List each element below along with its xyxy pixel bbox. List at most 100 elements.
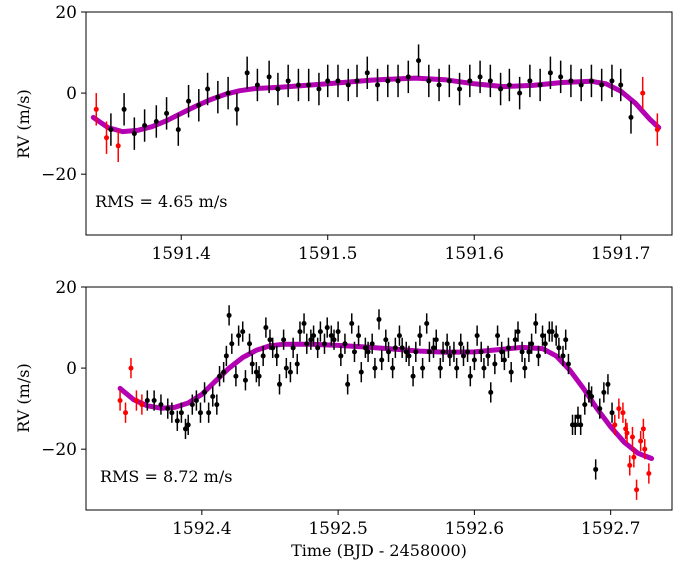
rv-data-point: [410, 366, 416, 387]
rv-data-point: [618, 68, 624, 102]
rv-data-point: [164, 97, 170, 130]
rv-data-point: [297, 321, 303, 342]
rv-data-point: [217, 366, 223, 387]
rv-data-point: [609, 64, 615, 98]
x-tick-label: 1592.6: [445, 519, 504, 539]
rv-data-point: [254, 68, 260, 102]
rv-data-point: [267, 329, 273, 350]
rv-data-point: [433, 329, 439, 350]
rv-data-point: [386, 341, 392, 363]
rv-data-point: [379, 349, 385, 371]
rv-data-point: [390, 357, 396, 379]
rv-data-point: [578, 68, 584, 102]
rv-data-point: [395, 64, 401, 98]
rv-data-point: [331, 329, 337, 350]
rv-data-point: [512, 329, 518, 350]
rv-data-point: [605, 374, 611, 395]
rv-data-point: [547, 56, 553, 90]
rv-data-point: [588, 64, 594, 98]
rv-data-point: [553, 325, 559, 346]
y-tick-label: −20: [41, 165, 77, 185]
rv-data-point: [351, 341, 357, 363]
rv-data-point: [202, 382, 208, 403]
rv-data-point: [474, 325, 480, 346]
rv-data-point: [582, 394, 588, 415]
rv-data-point: [131, 117, 137, 150]
rv-data-point: [517, 76, 523, 110]
rv-data-point: [369, 333, 375, 354]
rv-data-point: [185, 414, 191, 435]
rv-data-point: [317, 321, 323, 342]
rv-data-point: [396, 325, 402, 346]
rv-data-point: [108, 113, 114, 146]
rv-data-point: [196, 89, 202, 122]
rv-data-point: [601, 382, 607, 403]
rv-data-point: [558, 60, 564, 94]
rv-data-point: [178, 402, 184, 423]
rv-data-point: [426, 64, 432, 98]
rv-data-point: [436, 68, 442, 102]
panel-bottom-xlabel: Time (BJD - 2458000): [291, 541, 467, 560]
rv-data-point: [175, 113, 181, 146]
rv-data-point: [165, 398, 171, 419]
rv-data-point: [242, 370, 248, 391]
rv-data-point: [151, 390, 157, 411]
rv-data-point: [478, 341, 484, 363]
rv-data-point: [447, 345, 453, 367]
rv-data-point: [356, 325, 362, 346]
rv-data-point-out-of-transit: [623, 418, 629, 440]
rv-data-point: [325, 64, 331, 98]
rv-data-point: [477, 60, 483, 94]
rv-data-point: [281, 329, 287, 350]
rv-data-point: [376, 309, 382, 330]
rv-data-point: [342, 333, 348, 354]
rv-data-point-out-of-transit: [634, 479, 640, 500]
rv-data-point: [193, 390, 199, 411]
rv-data-point: [495, 325, 501, 346]
rv-data-point: [205, 72, 211, 106]
rv-data-point: [420, 357, 426, 379]
rv-data-point: [365, 341, 371, 363]
rv-data-point-out-of-transit: [640, 418, 646, 440]
rv-data-point: [563, 329, 569, 350]
rv-data-point-out-of-transit: [104, 121, 110, 154]
rv-data-point: [457, 72, 463, 106]
rv-data-point: [522, 357, 528, 379]
rv-data-point: [362, 337, 368, 358]
rv-data-point: [189, 394, 195, 415]
x-tick-label: 1591.6: [444, 244, 503, 264]
rv-data-point: [444, 333, 450, 354]
rv-data-point: [301, 313, 307, 334]
rv-data-point: [535, 345, 541, 367]
rv-data-point-out-of-transit: [128, 357, 134, 379]
rv-data-point: [597, 398, 603, 419]
rv-data-point: [440, 341, 446, 363]
rv-data-point: [549, 321, 555, 342]
rv-data-point: [426, 341, 432, 363]
y-tick-label: 20: [55, 3, 77, 23]
rv-data-point: [256, 366, 262, 387]
rv-data-point: [283, 357, 289, 379]
rv-data-point: [260, 345, 266, 367]
rv-data-point: [372, 357, 378, 379]
rv-data-point: [460, 345, 466, 367]
rv-data-point: [324, 317, 330, 338]
rv-data-point: [385, 64, 391, 98]
rv-data-point: [537, 68, 543, 102]
rv-data-point: [508, 362, 514, 383]
x-tick-label: 1592.5: [308, 519, 367, 539]
rv-data-point: [485, 345, 491, 367]
rv-data-point: [403, 341, 409, 363]
rv-data-point: [197, 402, 203, 423]
y-tick-label: 0: [66, 84, 77, 104]
rv-data-point: [451, 341, 457, 363]
rv-data-point: [294, 353, 300, 375]
panel-bottom-rms-annotation: RMS = 8.72 m/s: [100, 467, 232, 486]
rv-data-point: [338, 345, 344, 367]
rv-data-point: [446, 64, 452, 98]
rv-data-point: [501, 349, 507, 371]
rv-data-point-out-of-transit: [642, 439, 648, 460]
rv-data-point: [506, 68, 512, 102]
rv-data-point: [533, 313, 539, 334]
